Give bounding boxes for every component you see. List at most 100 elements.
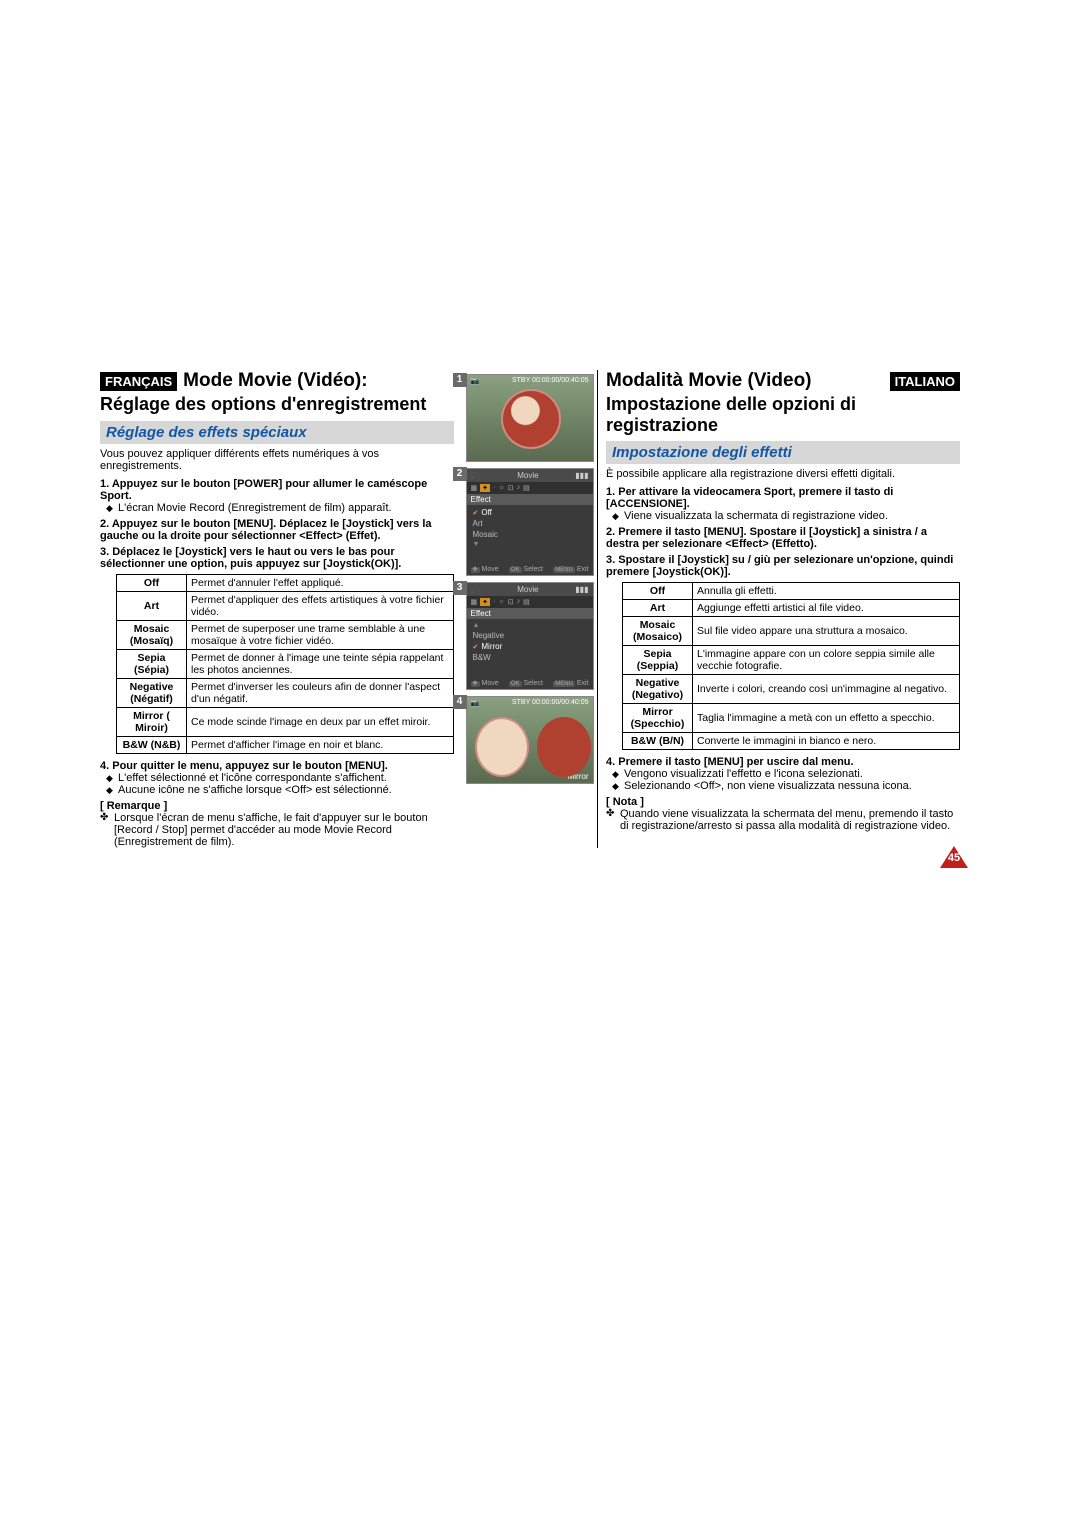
- table-row: B&W (N&B)Permet d'afficher l'image en no…: [117, 736, 454, 753]
- menu-icon-row: ▦ ✦ · ☼ ⊡ ♪ ▤: [467, 596, 593, 608]
- step-4-bullet2-fr: Aucune icône ne s'affiche lorsque <Off> …: [100, 784, 454, 796]
- table-row: Sepia (Seppia)L'immagine appare con un c…: [623, 646, 960, 675]
- move-icon: ✥: [471, 567, 480, 573]
- table-row: Mirror ( Miroir)Ce mode scinde l'image e…: [117, 707, 454, 736]
- ok-button: OK: [509, 681, 522, 687]
- steps-it-2: 4. Premere il tasto [MENU] per uscire da…: [606, 756, 960, 792]
- tab-icon: ☼: [498, 598, 504, 606]
- cell-key: Sepia (Seppia): [623, 646, 693, 675]
- cell-val: Permet de superposer une trame semblable…: [187, 620, 454, 649]
- effects-table-it: OffAnnulla gli effetti. ArtAggiunge effe…: [622, 582, 960, 750]
- cell-val: Taglia l'immagine a metà con un effetto …: [693, 704, 960, 733]
- section-heading-fr: Réglage des effets spéciaux: [100, 421, 454, 444]
- table-row: Mosaic (Mosaïq)Permet de superposer une …: [117, 620, 454, 649]
- french-column: FRANÇAIS Mode Movie (Vidéo): Réglage des…: [100, 370, 462, 848]
- cell-key: B&W (N&B): [117, 736, 187, 753]
- steps-it: 1. Per attivare la videocamera Sport, pr…: [606, 486, 960, 578]
- table-row: ArtPermet d'appliquer des effets artisti…: [117, 591, 454, 620]
- stby-text: STBY 00:00:00/00:40:05: [512, 699, 589, 707]
- subtitle-fr: Réglage des options d'enregistrement: [100, 394, 454, 415]
- menu-title: Effect: [467, 494, 593, 505]
- screenshot-2: 2 🎥 Movie ▮▮▮ ▦ ✦ · ☼ ⊡ ♪ ▤ Effect O: [466, 468, 594, 576]
- cell-val: Sul file video appare una struttura a mo…: [693, 617, 960, 646]
- page-number-badge: 45: [940, 846, 968, 868]
- battery-icon: ▮▮▮: [575, 585, 588, 594]
- menu-mode: Movie: [517, 585, 538, 594]
- move-label: Move: [481, 680, 498, 687]
- steps-fr-2: 4. Pour quitter le menu, appuyez sur le …: [100, 760, 454, 796]
- menu-mode: Movie: [517, 471, 538, 480]
- table-row: Mosaic (Mosaico)Sul file video appare un…: [623, 617, 960, 646]
- language-badge-it: ITALIANO: [890, 372, 960, 391]
- exit-label: Exit: [577, 680, 589, 687]
- cell-key: Mirror ( Miroir): [117, 707, 187, 736]
- tab-icon-selected: ✦: [480, 484, 490, 492]
- intro-fr: Vous pouvez appliquer différents effets …: [100, 448, 454, 472]
- remark-text-it: Quando viene visualizzata la schermata d…: [606, 808, 960, 832]
- chevron-down-icon: ▼: [473, 541, 480, 548]
- section-heading-it: Impostazione degli effetti: [606, 441, 960, 464]
- page-number: 45: [944, 852, 964, 864]
- cell-key: B&W (B/N): [623, 733, 693, 750]
- tab-icon: ☼: [498, 484, 504, 492]
- cell-key: Off: [623, 583, 693, 600]
- step-4-head-it: 4. Premere il tasto [MENU] per uscire da…: [606, 756, 960, 768]
- table-row: OffAnnulla gli effetti.: [623, 583, 960, 600]
- menu-footer: ✥ Move OK Select MENU Exit: [471, 680, 589, 687]
- steps-fr: 1. Appuyez sur le bouton [POWER] pour al…: [100, 478, 454, 570]
- tab-icon: ·: [493, 598, 495, 606]
- step-1-head-it: 1. Per attivare la videocamera Sport, pr…: [606, 486, 960, 510]
- menu-title: Effect: [467, 608, 593, 619]
- step-1-head-fr: 1. Appuyez sur le bouton [POWER] pour al…: [100, 478, 454, 502]
- cell-key: Negative (Négatif): [117, 678, 187, 707]
- menu-item-mosaic: Mosaic: [467, 529, 593, 540]
- cell-key: Negative (Negativo): [623, 675, 693, 704]
- cell-key: Sepia (Sépia): [117, 649, 187, 678]
- menu-button: MENU: [553, 567, 575, 573]
- tab-icon: ⊡: [508, 484, 514, 492]
- cell-val: Permet d'inverser les couleurs afin de d…: [187, 678, 454, 707]
- tab-icon: ▤: [523, 484, 530, 492]
- menu-list: Off Art Mosaic ▼: [467, 505, 593, 551]
- table-row: ArtAggiunge effetti artistici al file vi…: [623, 600, 960, 617]
- tab-icon-selected: ✦: [480, 598, 490, 606]
- step-2-head-it: 2. Premere il tasto [MENU]. Spostare il …: [606, 526, 960, 550]
- step-3-head-it: 3. Spostare il [Joystick] su / giù per s…: [606, 554, 960, 578]
- intro-it: È possibile applicare alla registrazione…: [606, 468, 960, 480]
- cell-key: Mosaic (Mosaico): [623, 617, 693, 646]
- two-column-layout: FRANÇAIS Mode Movie (Vidéo): Réglage des…: [100, 370, 960, 848]
- menu-footer: ✥ Move OK Select MENU Exit: [471, 566, 589, 573]
- osd-top: 📷 STBY 00:00:00/00:40:05: [471, 377, 589, 385]
- screenshot-strip: 1 📷 STBY 00:00:00/00:40:05 2 🎥 Movie ▮▮▮…: [462, 370, 597, 848]
- exit-label: Exit: [577, 566, 589, 573]
- remark-heading-fr: [ Remarque ]: [100, 800, 454, 812]
- subtitle-it: Impostazione delle opzioni di registrazi…: [606, 394, 960, 435]
- step-1-bullet-fr: L'écran Movie Record (Enregistrement de …: [100, 502, 454, 514]
- menu-item-off: Off: [467, 507, 593, 518]
- main-title-fr: Mode Movie (Vidéo):: [183, 370, 367, 392]
- menu-header: 🎥 Movie ▮▮▮: [467, 469, 593, 482]
- italian-column: Modalità Movie (Video) ITALIANO Impostaz…: [597, 370, 960, 848]
- cell-val: Permet d'afficher l'image en noir et bla…: [187, 736, 454, 753]
- table-row: B&W (B/N)Converte le immagini in bianco …: [623, 733, 960, 750]
- screenshot-3: 3 🎥 Movie ▮▮▮ ▦ ✦ · ☼ ⊡ ♪ ▤ Effect ▲: [466, 582, 594, 690]
- cell-val: Permet de donner à l'image une teinte sé…: [187, 649, 454, 678]
- step-2-it: 2. Premere il tasto [MENU]. Spostare il …: [606, 526, 960, 550]
- cell-val: Converte le immagini in bianco e nero.: [693, 733, 960, 750]
- ok-button: OK: [509, 567, 522, 573]
- select-label: Select: [523, 680, 542, 687]
- tab-icon: ♪: [517, 598, 521, 606]
- menu-item-mirror: Mirror: [467, 641, 593, 652]
- table-row: OffPermet d'annuler l'effet appliqué.: [117, 574, 454, 591]
- screenshot-number: 1: [453, 373, 467, 387]
- menu-item-arrow: ▼: [467, 540, 593, 549]
- chevron-up-icon: ▲: [473, 622, 480, 629]
- table-row: Negative (Negativo)Inverte i colori, cre…: [623, 675, 960, 704]
- step-3-fr: 3. Déplacez le [Joystick] vers le haut o…: [100, 546, 454, 570]
- step-3-it: 3. Spostare il [Joystick] su / giù per s…: [606, 554, 960, 578]
- move-label: Move: [481, 566, 498, 573]
- screenshot-number: 3: [453, 581, 467, 595]
- osd-top: 📷 STBY 00:00:00/00:40:05: [471, 699, 589, 707]
- cell-key: Mosaic (Mosaïq): [117, 620, 187, 649]
- remark-text-fr: Lorsque l'écran de menu s'affiche, le fa…: [100, 812, 454, 848]
